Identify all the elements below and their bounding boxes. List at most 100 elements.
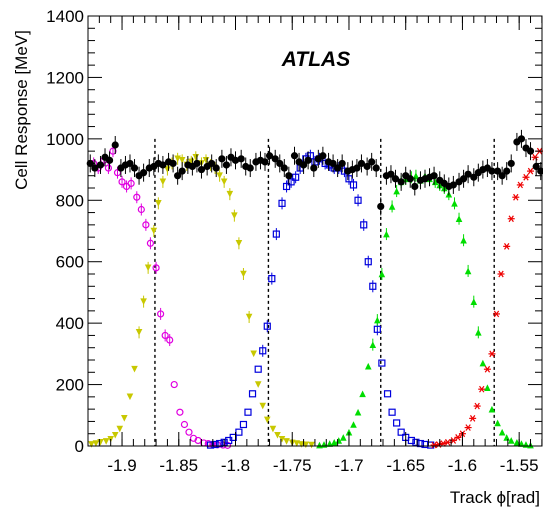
y-axis-label: Cell Response [MeV] <box>12 30 31 190</box>
y-tick-label: 400 <box>56 314 84 333</box>
data-point <box>121 415 128 422</box>
data-point <box>479 359 487 367</box>
data-point <box>204 439 212 448</box>
data-point <box>354 196 362 204</box>
data-point <box>287 178 295 186</box>
data-point <box>444 438 452 446</box>
data-point <box>218 155 226 163</box>
data-point <box>431 178 439 186</box>
x-tick-label: -1.75 <box>273 456 312 475</box>
data-point <box>102 438 110 445</box>
data-point <box>139 169 148 177</box>
data-point <box>507 159 515 168</box>
data-point <box>372 164 380 172</box>
data-point <box>271 155 279 163</box>
data-point <box>105 156 114 164</box>
data-point <box>339 434 347 441</box>
data-point <box>488 405 496 413</box>
data-point <box>299 161 308 169</box>
data-point <box>226 190 234 198</box>
data-point <box>488 350 496 358</box>
data-point <box>518 440 525 447</box>
data-point <box>345 175 353 183</box>
data-point <box>335 437 343 444</box>
data-point <box>497 270 505 278</box>
data-point <box>239 420 248 429</box>
data-point <box>397 178 405 186</box>
data-point <box>412 172 420 180</box>
data-point <box>118 178 126 186</box>
data-point <box>393 419 401 427</box>
data-point <box>319 152 327 160</box>
data-point <box>274 431 281 439</box>
data-point <box>503 243 511 250</box>
data-point <box>470 173 478 181</box>
data-point <box>283 438 290 445</box>
data-point <box>310 164 318 172</box>
data-point <box>412 438 420 446</box>
data-point <box>298 441 305 448</box>
x-tick-label: -1.55 <box>500 456 539 475</box>
data-point <box>263 322 271 330</box>
y-tick-label: 1200 <box>46 68 84 87</box>
data-point <box>159 161 167 169</box>
y-tick-label: 600 <box>56 253 84 272</box>
y-tick-label: 200 <box>56 376 84 395</box>
data-point <box>522 173 530 181</box>
data-point <box>507 437 515 444</box>
data-point <box>269 425 277 433</box>
data-point <box>517 135 526 143</box>
data-point <box>473 402 481 410</box>
data-point <box>503 167 511 175</box>
data-points <box>86 129 543 449</box>
data-point <box>363 162 371 171</box>
data-point <box>304 156 312 164</box>
data-point <box>350 421 357 428</box>
data-point <box>116 425 124 433</box>
data-point <box>96 161 105 169</box>
data-point <box>278 199 286 207</box>
data-point <box>397 428 405 436</box>
data-point <box>254 365 262 373</box>
data-point <box>334 164 342 172</box>
data-point <box>259 402 267 410</box>
data-point <box>364 258 372 266</box>
data-point <box>187 158 195 166</box>
y-axis-ticks: 0 200 400 600 800 1000 1200 1400 <box>46 7 542 456</box>
data-point <box>464 170 472 178</box>
data-point <box>126 393 134 401</box>
data-point <box>513 439 521 446</box>
data-point <box>126 159 134 168</box>
data-point <box>464 267 472 275</box>
data-point <box>211 440 219 449</box>
data-point <box>159 178 167 186</box>
data-point <box>176 408 184 416</box>
data-point <box>388 408 396 416</box>
data-point <box>131 365 138 373</box>
x-tick-label: -1.7 <box>334 456 363 475</box>
data-point <box>483 365 491 373</box>
data-point <box>430 441 438 449</box>
data-point <box>407 436 415 445</box>
data-point <box>140 298 147 305</box>
data-point <box>387 170 395 178</box>
data-point <box>166 336 174 344</box>
data-point <box>498 172 506 180</box>
data-point <box>368 158 376 166</box>
data-point <box>512 193 520 201</box>
data-point <box>88 441 95 448</box>
data-point <box>280 164 288 172</box>
data-point <box>261 158 269 166</box>
data-point <box>155 200 162 207</box>
data-point <box>276 159 284 168</box>
data-point <box>161 331 169 340</box>
data-point <box>374 316 381 324</box>
data-point <box>164 166 171 173</box>
data-point <box>185 428 193 436</box>
y-tick-label: 800 <box>56 191 84 210</box>
data-point <box>222 161 231 169</box>
data-point <box>378 359 386 367</box>
data-point <box>454 434 462 441</box>
data-point <box>526 147 535 155</box>
